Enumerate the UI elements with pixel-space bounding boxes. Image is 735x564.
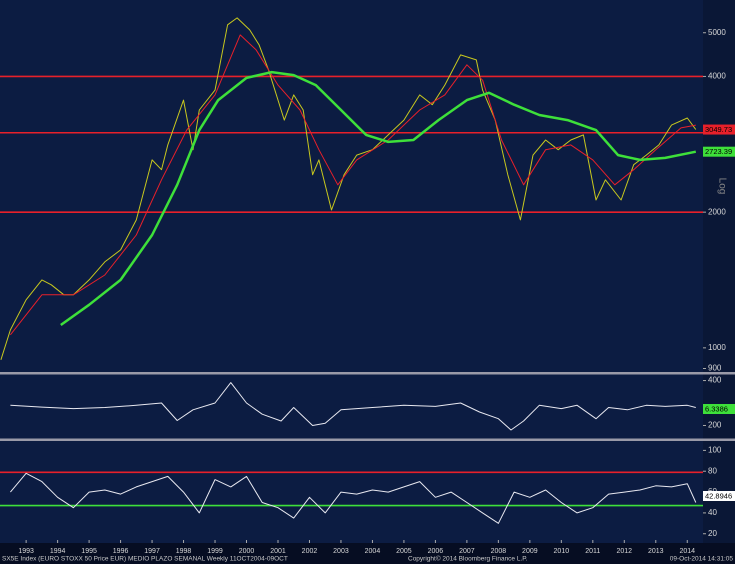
axis-panel: [703, 0, 735, 543]
footer-left: SX5E Index (EURO STOXX 50 Price EUR) MED…: [2, 556, 288, 563]
x-tick-label: 2004: [365, 548, 381, 555]
x-tick-label: 1997: [144, 548, 160, 555]
x-tick-label: 2013: [648, 548, 664, 555]
axis-label: Log: [716, 178, 727, 195]
x-tick-label: 2005: [396, 548, 412, 555]
x-tick-label: 2006: [428, 548, 444, 555]
y-tick-label: 100: [708, 445, 722, 454]
value-box: [703, 124, 735, 135]
panel-separator: [0, 372, 735, 375]
footer-right: 09-Oct-2014 14:31:05: [670, 556, 734, 563]
x-tick-label: 2011: [585, 548, 600, 555]
x-tick-label: 2009: [522, 548, 538, 555]
y-tick-label: 200: [708, 421, 722, 430]
value-box: [703, 491, 735, 501]
value-box: [703, 404, 735, 414]
x-tick-label: 1998: [176, 548, 192, 555]
y-tick-label: 1000: [708, 343, 726, 352]
x-tick-label: 1996: [113, 548, 129, 555]
series-line: [10, 472, 697, 524]
value-box-label: 6.3386: [705, 404, 728, 413]
x-tick-label: 1995: [81, 548, 97, 555]
x-tick-label: 1994: [50, 548, 66, 555]
value-box-label: 3049.73: [705, 125, 732, 134]
y-tick-label: 20: [708, 529, 717, 538]
footer-band: [0, 543, 735, 564]
x-tick-label: 2007: [459, 548, 475, 555]
y-tick-label: 900: [708, 364, 722, 373]
y-tick-label: 80: [708, 466, 717, 475]
x-tick-label: 2014: [679, 548, 695, 555]
y-tick-label: 2000: [708, 207, 726, 216]
x-tick-label: 2002: [302, 548, 318, 555]
y-tick-label: 5000: [708, 28, 726, 37]
x-tick-label: 2003: [333, 548, 349, 555]
panel-separator: [0, 438, 735, 441]
value-box-label: 2723.39: [705, 147, 732, 156]
footer-center: Copyright© 2014 Bloomberg Finance L.P.: [408, 555, 528, 563]
y-tick-label: 4000: [708, 72, 726, 81]
series-line: [10, 34, 696, 336]
value-box-label: 42.8946: [705, 491, 732, 500]
x-tick-label: 2010: [554, 548, 570, 555]
value-box: [703, 146, 735, 157]
y-tick-label: 40: [708, 508, 717, 517]
y-tick-label: 400: [708, 376, 722, 385]
x-tick-label: 2000: [239, 548, 255, 555]
x-tick-label: 1993: [18, 548, 34, 555]
x-tick-label: 2012: [617, 548, 633, 555]
series-line: [0, 17, 697, 360]
series-line: [10, 382, 696, 431]
x-tick-label: 2001: [270, 548, 286, 555]
series-line: [60, 70, 697, 327]
x-tick-label: 1999: [207, 548, 223, 555]
x-tick-label: 2008: [491, 548, 507, 555]
